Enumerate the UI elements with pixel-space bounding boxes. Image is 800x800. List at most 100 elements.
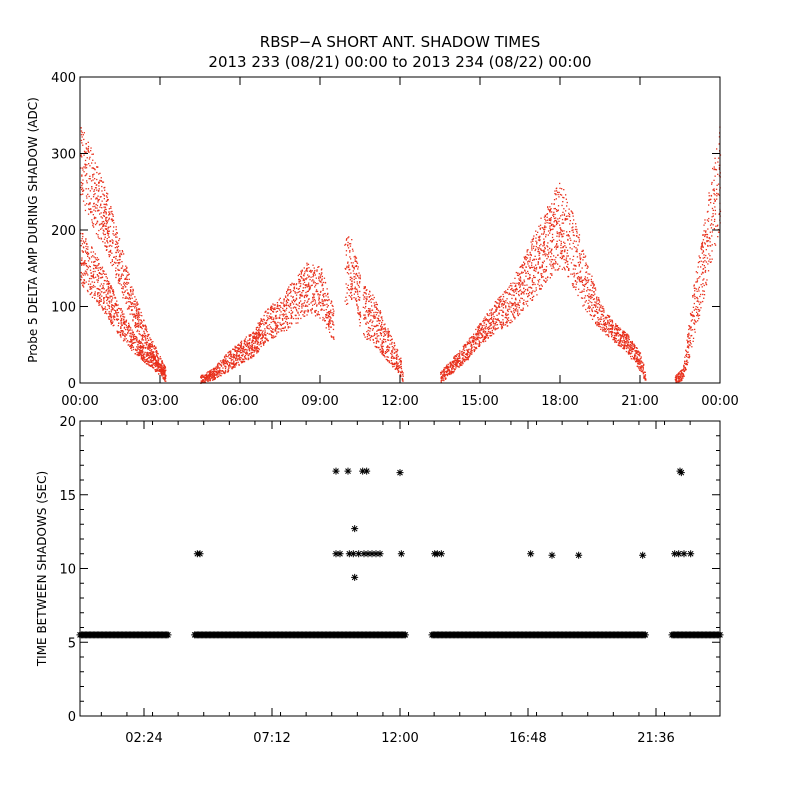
- top-data-point: [111, 264, 113, 267]
- top-data-point: [213, 371, 215, 373]
- top-data-point: [326, 317, 328, 319]
- top-data-point: [393, 363, 396, 365]
- top-data-point: [513, 303, 515, 305]
- top-data-point: [455, 355, 457, 357]
- top-data-point: [83, 279, 86, 282]
- top-data-point: [327, 296, 329, 298]
- top-data-point: [292, 307, 294, 309]
- top-data-point: [274, 328, 276, 331]
- top-data-point: [470, 345, 472, 347]
- top-data-point: [82, 179, 84, 181]
- top-data-point: [278, 316, 281, 318]
- top-data-point: [322, 300, 324, 302]
- top-data-point: [377, 319, 380, 321]
- top-data-point: [125, 320, 127, 322]
- top-data-point: [391, 343, 393, 345]
- top-data-point: [152, 360, 154, 362]
- top-data-point: [127, 282, 130, 284]
- top-data-point: [503, 324, 505, 326]
- top-data-point: [144, 342, 146, 344]
- top-data-point: [266, 326, 268, 328]
- top-data-point: [214, 370, 216, 372]
- top-data-point: [500, 324, 503, 326]
- top-data-point: [573, 274, 576, 276]
- top-data-point: [220, 364, 222, 367]
- top-data-point: [91, 167, 93, 169]
- top-data-point: [237, 347, 239, 349]
- top-data-point: [128, 324, 130, 326]
- top-data-point: [202, 381, 204, 383]
- top-data-point: [125, 282, 127, 285]
- top-data-point: [121, 310, 124, 312]
- top-data-point: [136, 346, 138, 348]
- top-data-point: [577, 236, 579, 238]
- top-data-point: [300, 275, 302, 278]
- top-data-point: [625, 341, 627, 343]
- top-data-point: [105, 219, 107, 222]
- top-data-point: [263, 334, 266, 336]
- top-data-point: [330, 302, 332, 304]
- top-data-point: [549, 277, 551, 279]
- top-data-point: [608, 325, 610, 327]
- top-data-point: [477, 345, 480, 347]
- top-data-point: [135, 298, 137, 301]
- top-data-point: [628, 335, 630, 337]
- top-data-point: [150, 365, 153, 367]
- top-data-point: [494, 305, 497, 307]
- top-data-point: [629, 351, 631, 354]
- top-data-point: [440, 380, 442, 382]
- top-data-point: [99, 172, 101, 174]
- top-data-point: [111, 252, 113, 254]
- top-data-point: [550, 218, 552, 221]
- top-data-point: [126, 308, 129, 310]
- top-data-point: [604, 323, 607, 325]
- top-data-point: [100, 204, 102, 206]
- top-data-point: [506, 298, 508, 300]
- top-data-point: [501, 328, 503, 330]
- top-data-point: [118, 280, 121, 282]
- top-data-point: [92, 223, 95, 225]
- top-data-point: [106, 279, 108, 282]
- top-data-point: [563, 208, 565, 210]
- top-data-point: [89, 175, 91, 177]
- top-data-point: [91, 261, 93, 263]
- top-data-point: [287, 317, 290, 319]
- top-data-point: [261, 334, 263, 336]
- top-data-point: [94, 257, 96, 259]
- top-data-point: [538, 251, 540, 253]
- top-data-point: [445, 367, 447, 370]
- top-data-point: [459, 357, 461, 360]
- top-data-point: [161, 373, 164, 375]
- top-data-point: [128, 294, 130, 296]
- top-data-point: [471, 351, 473, 354]
- top-data-point: [377, 318, 380, 320]
- top-data-point: [631, 352, 633, 354]
- top-data-point: [100, 203, 102, 205]
- top-data-point: [98, 301, 101, 303]
- top-data-point: [124, 328, 127, 331]
- top-data-point: [642, 371, 644, 373]
- top-data-point: [162, 368, 164, 370]
- top-data-point: [101, 276, 104, 278]
- top-data-point: [240, 357, 242, 359]
- top-data-point: [108, 280, 110, 283]
- top-data-point: [141, 328, 143, 330]
- top-data-point: [104, 242, 106, 244]
- top-data-point: [250, 349, 253, 351]
- top-data-point: [258, 332, 260, 334]
- top-data-point: [145, 360, 147, 362]
- top-data-point: [103, 225, 105, 227]
- top-data-point: [264, 331, 266, 334]
- top-data-point: [376, 346, 378, 348]
- top-data-point: [484, 326, 486, 329]
- top-data-point: [127, 307, 130, 309]
- top-data-point: [271, 331, 273, 333]
- top-data-point: [535, 237, 537, 239]
- top-data-point: [598, 298, 600, 301]
- top-data-point: [354, 260, 356, 262]
- top-data-point: [305, 291, 307, 294]
- top-data-point: [232, 356, 234, 358]
- top-data-point: [164, 376, 166, 378]
- top-data-point: [386, 339, 389, 341]
- top-data-point: [120, 274, 123, 276]
